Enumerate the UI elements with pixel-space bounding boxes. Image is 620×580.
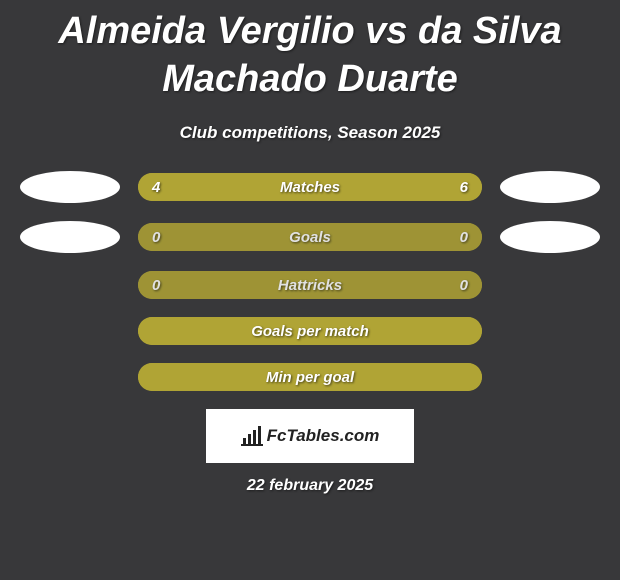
stat-bar: Hattricks0 0	[138, 271, 482, 299]
stat-row: Goals0 0	[0, 221, 620, 253]
logo-text: FcTables.com	[267, 426, 380, 446]
subtitle: Club competitions, Season 2025	[0, 123, 620, 143]
stat-row: Min per goal	[0, 363, 620, 391]
stat-bar: Goals0 0	[138, 223, 482, 251]
logo-box: FcTables.com	[206, 409, 414, 463]
stat-value-left: 0	[152, 223, 160, 251]
stat-value-right: 6	[460, 173, 468, 201]
stat-row: Matches4 6	[0, 171, 620, 203]
player-left-avatar	[20, 171, 120, 203]
stat-label: Goals	[138, 223, 482, 251]
stat-label: Hattricks	[138, 271, 482, 299]
stat-bar: Goals per match	[138, 317, 482, 345]
stat-label: Min per goal	[138, 363, 482, 391]
stat-label: Matches	[138, 173, 482, 201]
player-right-avatar	[500, 171, 600, 203]
infographic-container: Almeida Vergilio vs da Silva Machado Dua…	[0, 0, 620, 580]
stat-label: Goals per match	[138, 317, 482, 345]
stat-value-right: 0	[460, 271, 468, 299]
stat-value-left: 4	[152, 173, 160, 201]
stats-section: Matches46Goals00Hattricks00Goals per mat…	[0, 171, 620, 391]
date: 22 february 2025	[0, 477, 620, 495]
stat-row: Hattricks0 0	[0, 271, 620, 299]
stat-bar: Matches4 6	[138, 173, 482, 201]
logo-chart-icon	[241, 426, 263, 446]
stat-row: Goals per match	[0, 317, 620, 345]
player-right-avatar	[500, 221, 600, 253]
stat-bar: Min per goal	[138, 363, 482, 391]
title: Almeida Vergilio vs da Silva Machado Dua…	[0, 8, 620, 113]
stat-value-right: 0	[460, 223, 468, 251]
stat-value-left: 0	[152, 271, 160, 299]
player-left-avatar	[20, 221, 120, 253]
